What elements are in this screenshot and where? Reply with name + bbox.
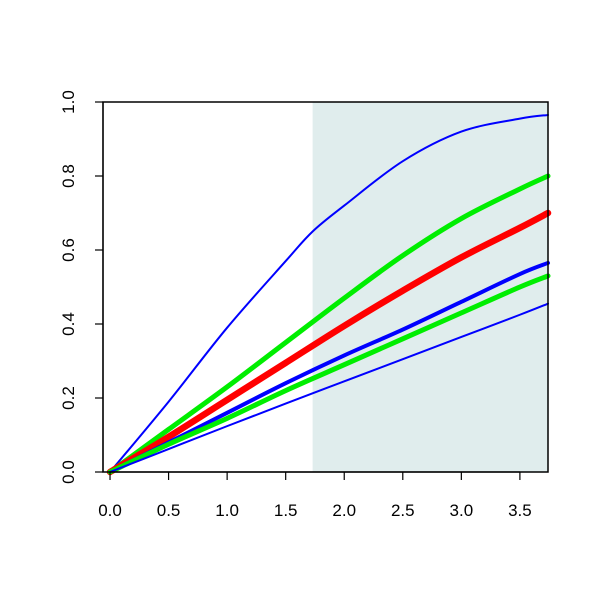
y-tick-label: 0.0 [59,460,78,484]
series-line-1 [109,113,549,473]
x-tick-label: 2.0 [332,501,356,520]
x-tick-label: 0.5 [157,501,181,520]
shaded-region [312,102,548,472]
series-layer [106,113,552,476]
y-tick-label: 1.0 [59,90,78,114]
x-tick-label: 3.5 [508,501,532,520]
x-axis: 0.0 0.5 1.0 1.5 2.0 2.5 3.0 3.5 [98,471,532,520]
series-line-5 [107,273,551,475]
x-tick-label: 2.5 [391,501,415,520]
series-line-6 [109,302,549,473]
y-axis: 0.0 0.2 0.4 0.6 0.8 1.0 [59,90,104,484]
shaded-region-layer [312,102,548,472]
x-tick-label: 1.0 [215,501,239,520]
x-tick-label: 1.5 [274,501,298,520]
y-tick-label: 0.2 [59,386,78,410]
y-tick-label: 0.4 [59,312,78,336]
series-line-4 [108,260,550,474]
series-line-2 [107,173,551,475]
series-line-3 [106,209,552,476]
x-tick-label: 3.0 [450,501,474,520]
x-tick-label: 0.0 [98,501,122,520]
y-tick-label: 0.6 [59,238,78,262]
y-tick-label: 0.8 [59,164,78,188]
